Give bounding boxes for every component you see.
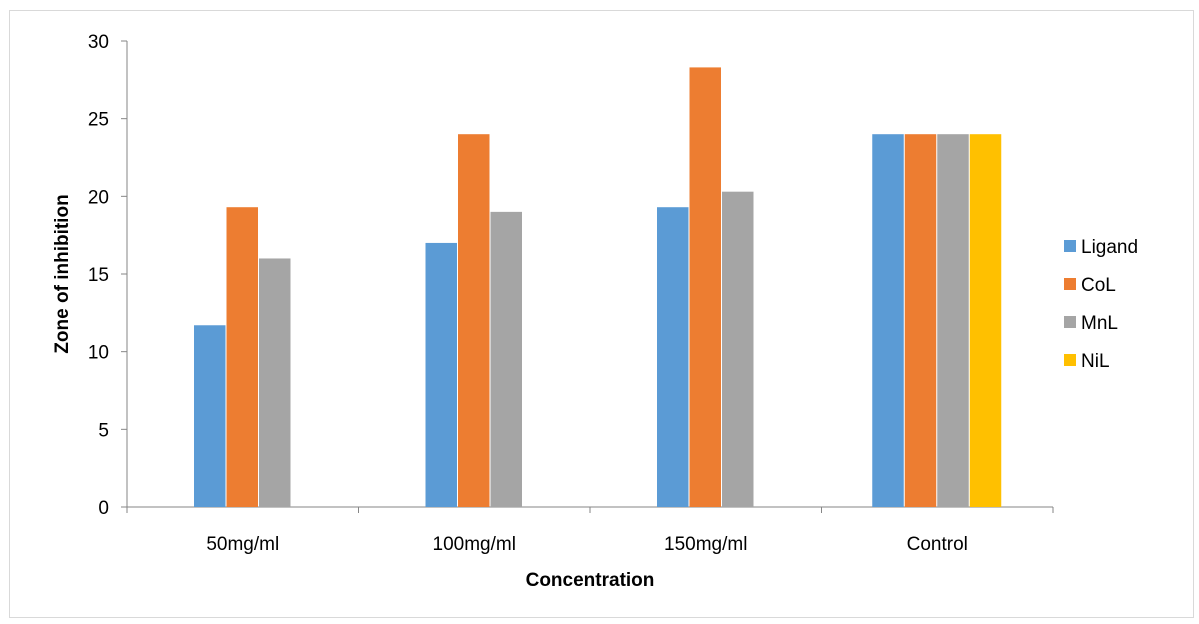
bars [194, 67, 1002, 507]
x-tick-label: 150mg/ml [664, 534, 747, 555]
y-tick-label: 25 [88, 110, 109, 131]
bar-nil-3 [969, 134, 1002, 507]
bar-col-1 [458, 134, 490, 507]
y-axis-title: Zone of inhibition [52, 194, 73, 353]
x-tick-label: Control [907, 534, 968, 555]
legend-label-mnl: MnL [1081, 313, 1118, 334]
bar-ligand-3 [872, 134, 904, 507]
bar-mnl-2 [722, 191, 754, 507]
x-axis-title: Concentration [526, 570, 655, 591]
bar-ligand-2 [657, 207, 689, 507]
y-tick-label: 30 [88, 32, 109, 53]
y-axis: 0 5 10 15 20 25 30 [88, 32, 128, 519]
legend: Ligand CoL MnL NiL [1064, 237, 1138, 372]
y-tick-label: 10 [88, 343, 109, 364]
legend-label-col: CoL [1081, 275, 1116, 296]
bar-mnl-1 [490, 211, 522, 507]
legend-label-nil: NiL [1081, 351, 1110, 372]
bar-mnl-3 [937, 134, 969, 507]
bar-mnl-0 [259, 258, 291, 507]
legend-swatch-mnl [1064, 316, 1076, 328]
y-tick-label: 15 [88, 265, 109, 286]
x-tick-label: 50mg/ml [206, 534, 279, 555]
legend-swatch-ligand [1064, 240, 1076, 252]
bar-ligand-1 [425, 242, 457, 507]
bar-col-3 [904, 134, 937, 507]
legend-label-ligand: Ligand [1081, 237, 1138, 258]
bar-col-0 [226, 207, 258, 507]
legend-swatch-col [1064, 278, 1076, 290]
y-tick-label: 5 [98, 420, 109, 441]
y-tick-label: 0 [98, 498, 109, 519]
x-axis: 50mg/ml 100mg/ml 150mg/ml Control [126, 506, 1054, 555]
bar-col-2 [689, 67, 721, 507]
bar-ligand-0 [194, 325, 226, 507]
x-tick-label: 100mg/ml [433, 534, 516, 555]
y-tick-label: 20 [88, 187, 109, 208]
legend-swatch-nil [1064, 354, 1076, 366]
